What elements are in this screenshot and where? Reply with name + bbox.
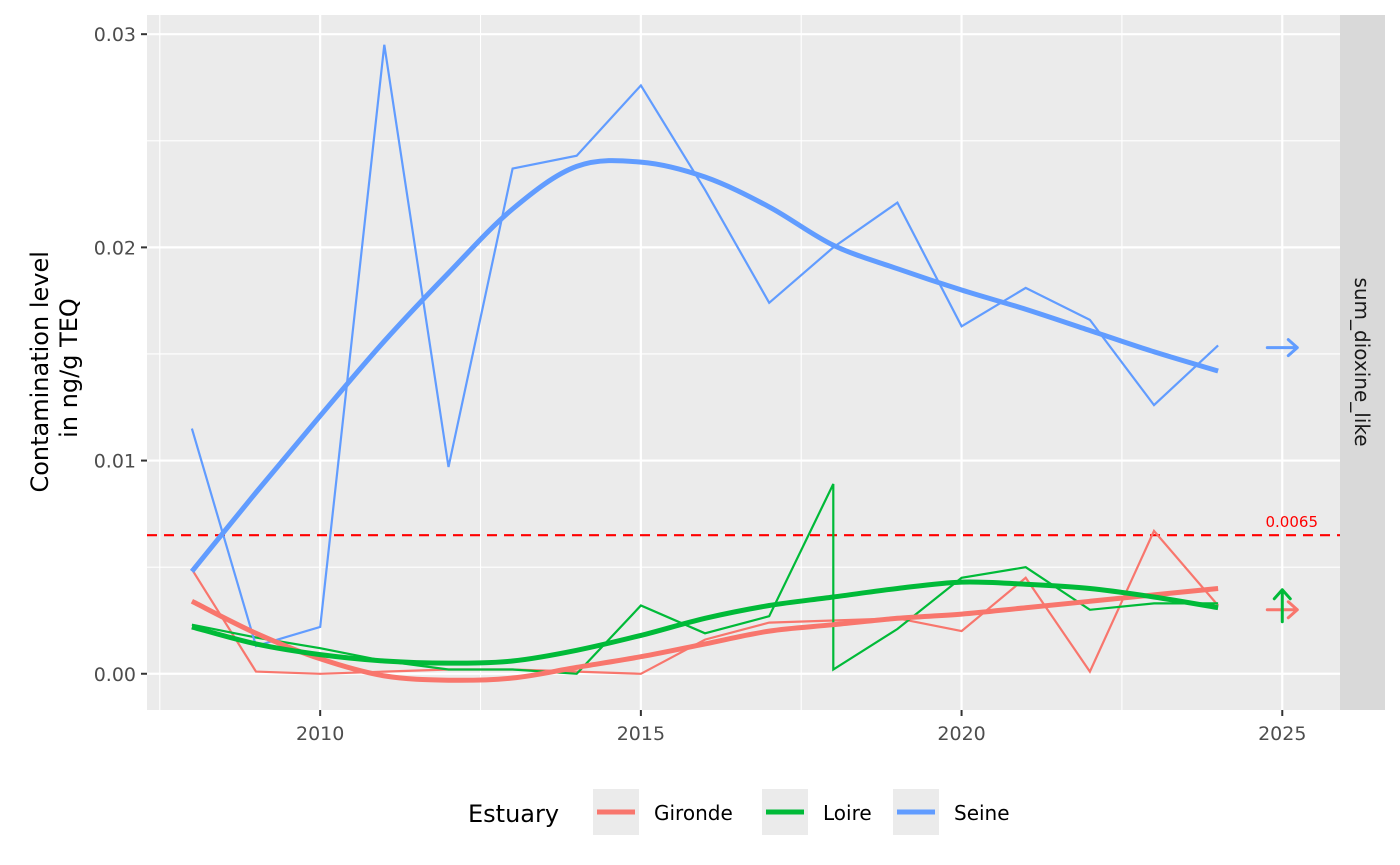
trend-arrow-loire	[1272, 588, 1292, 624]
y-axis-title: Contamination level in ng/g TEQ	[26, 243, 83, 492]
trend-arrows	[1265, 338, 1299, 624]
trend-arrow-seine	[1265, 338, 1299, 358]
x-tick-label: 2015	[617, 723, 665, 745]
facet-strip-label: sum_dioxine_like	[1350, 277, 1374, 446]
plot-panel	[147, 15, 1340, 710]
y-axis-title-line-2: in ng/g TEQ	[55, 298, 83, 438]
x-tick-label: 2010	[296, 723, 344, 745]
series-line-seine	[190, 44, 1219, 648]
legend-label-loire: Loire	[823, 801, 872, 825]
x-tick-label: 2025	[1258, 723, 1306, 745]
trend-line-loire	[191, 579, 1219, 666]
y-tick-label: 0.00	[94, 664, 136, 686]
x-tick-label: 2020	[937, 723, 985, 745]
legend: Estuary Gironde Loire Seine	[468, 789, 1010, 835]
y-tick-label: 0.03	[94, 24, 136, 46]
series-group	[189, 44, 1219, 683]
threshold-group: 0.0065	[147, 513, 1340, 537]
y-tick-label: 0.01	[94, 451, 136, 473]
trend-line-gironde	[190, 586, 1219, 683]
x-axis: 2010 2015 2020 2025	[296, 710, 1306, 745]
legend-label-seine: Seine	[954, 801, 1010, 825]
y-axis-title-line-1: Contamination level	[26, 251, 54, 492]
legend-label-gironde: Gironde	[654, 801, 733, 825]
threshold-label: 0.0065	[1266, 513, 1319, 531]
grid-minor	[147, 15, 1340, 710]
facet-strip	[1340, 15, 1385, 710]
trend-line-seine	[189, 158, 1219, 573]
y-axis: 0.00 0.01 0.02 0.03	[94, 24, 147, 686]
legend-title: Estuary	[468, 800, 559, 828]
y-tick-label: 0.02	[94, 237, 136, 259]
